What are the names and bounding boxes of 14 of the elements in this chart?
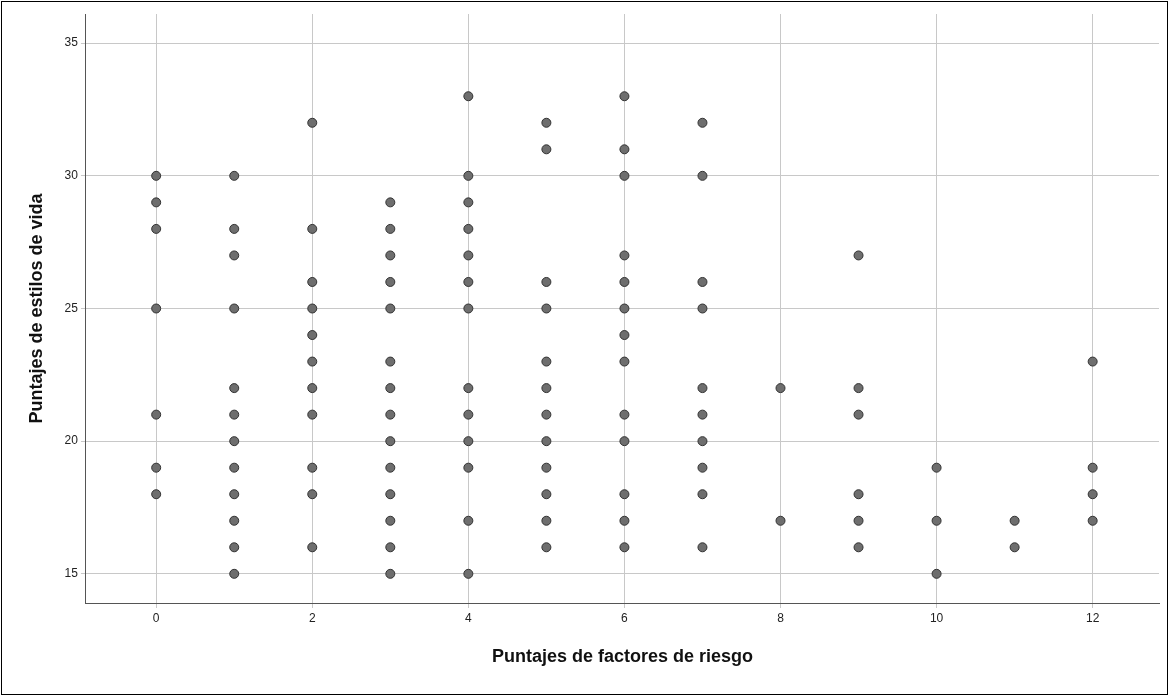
y-axis-title: Puntajes de estilos de vida (25, 192, 46, 424)
x-tick-label: 0 (152, 610, 160, 625)
x-tick-label: 4 (465, 610, 472, 625)
x-tick-label: 8 (777, 610, 785, 625)
x-tick-label: 10 (929, 610, 944, 625)
y-tick-label: 30 (64, 168, 79, 183)
x-tick-label: 12 (1085, 610, 1100, 625)
x-tick-label: 2 (308, 610, 316, 625)
y-tick-label: 35 (64, 35, 79, 50)
y-tick-label: 25 (64, 300, 79, 315)
y-tick-label: 20 (64, 433, 79, 448)
y-tick-label: 15 (64, 566, 79, 581)
x-axis-title: Puntajes de factores de riesgo (491, 646, 754, 667)
x-tick-label: 6 (621, 610, 629, 625)
